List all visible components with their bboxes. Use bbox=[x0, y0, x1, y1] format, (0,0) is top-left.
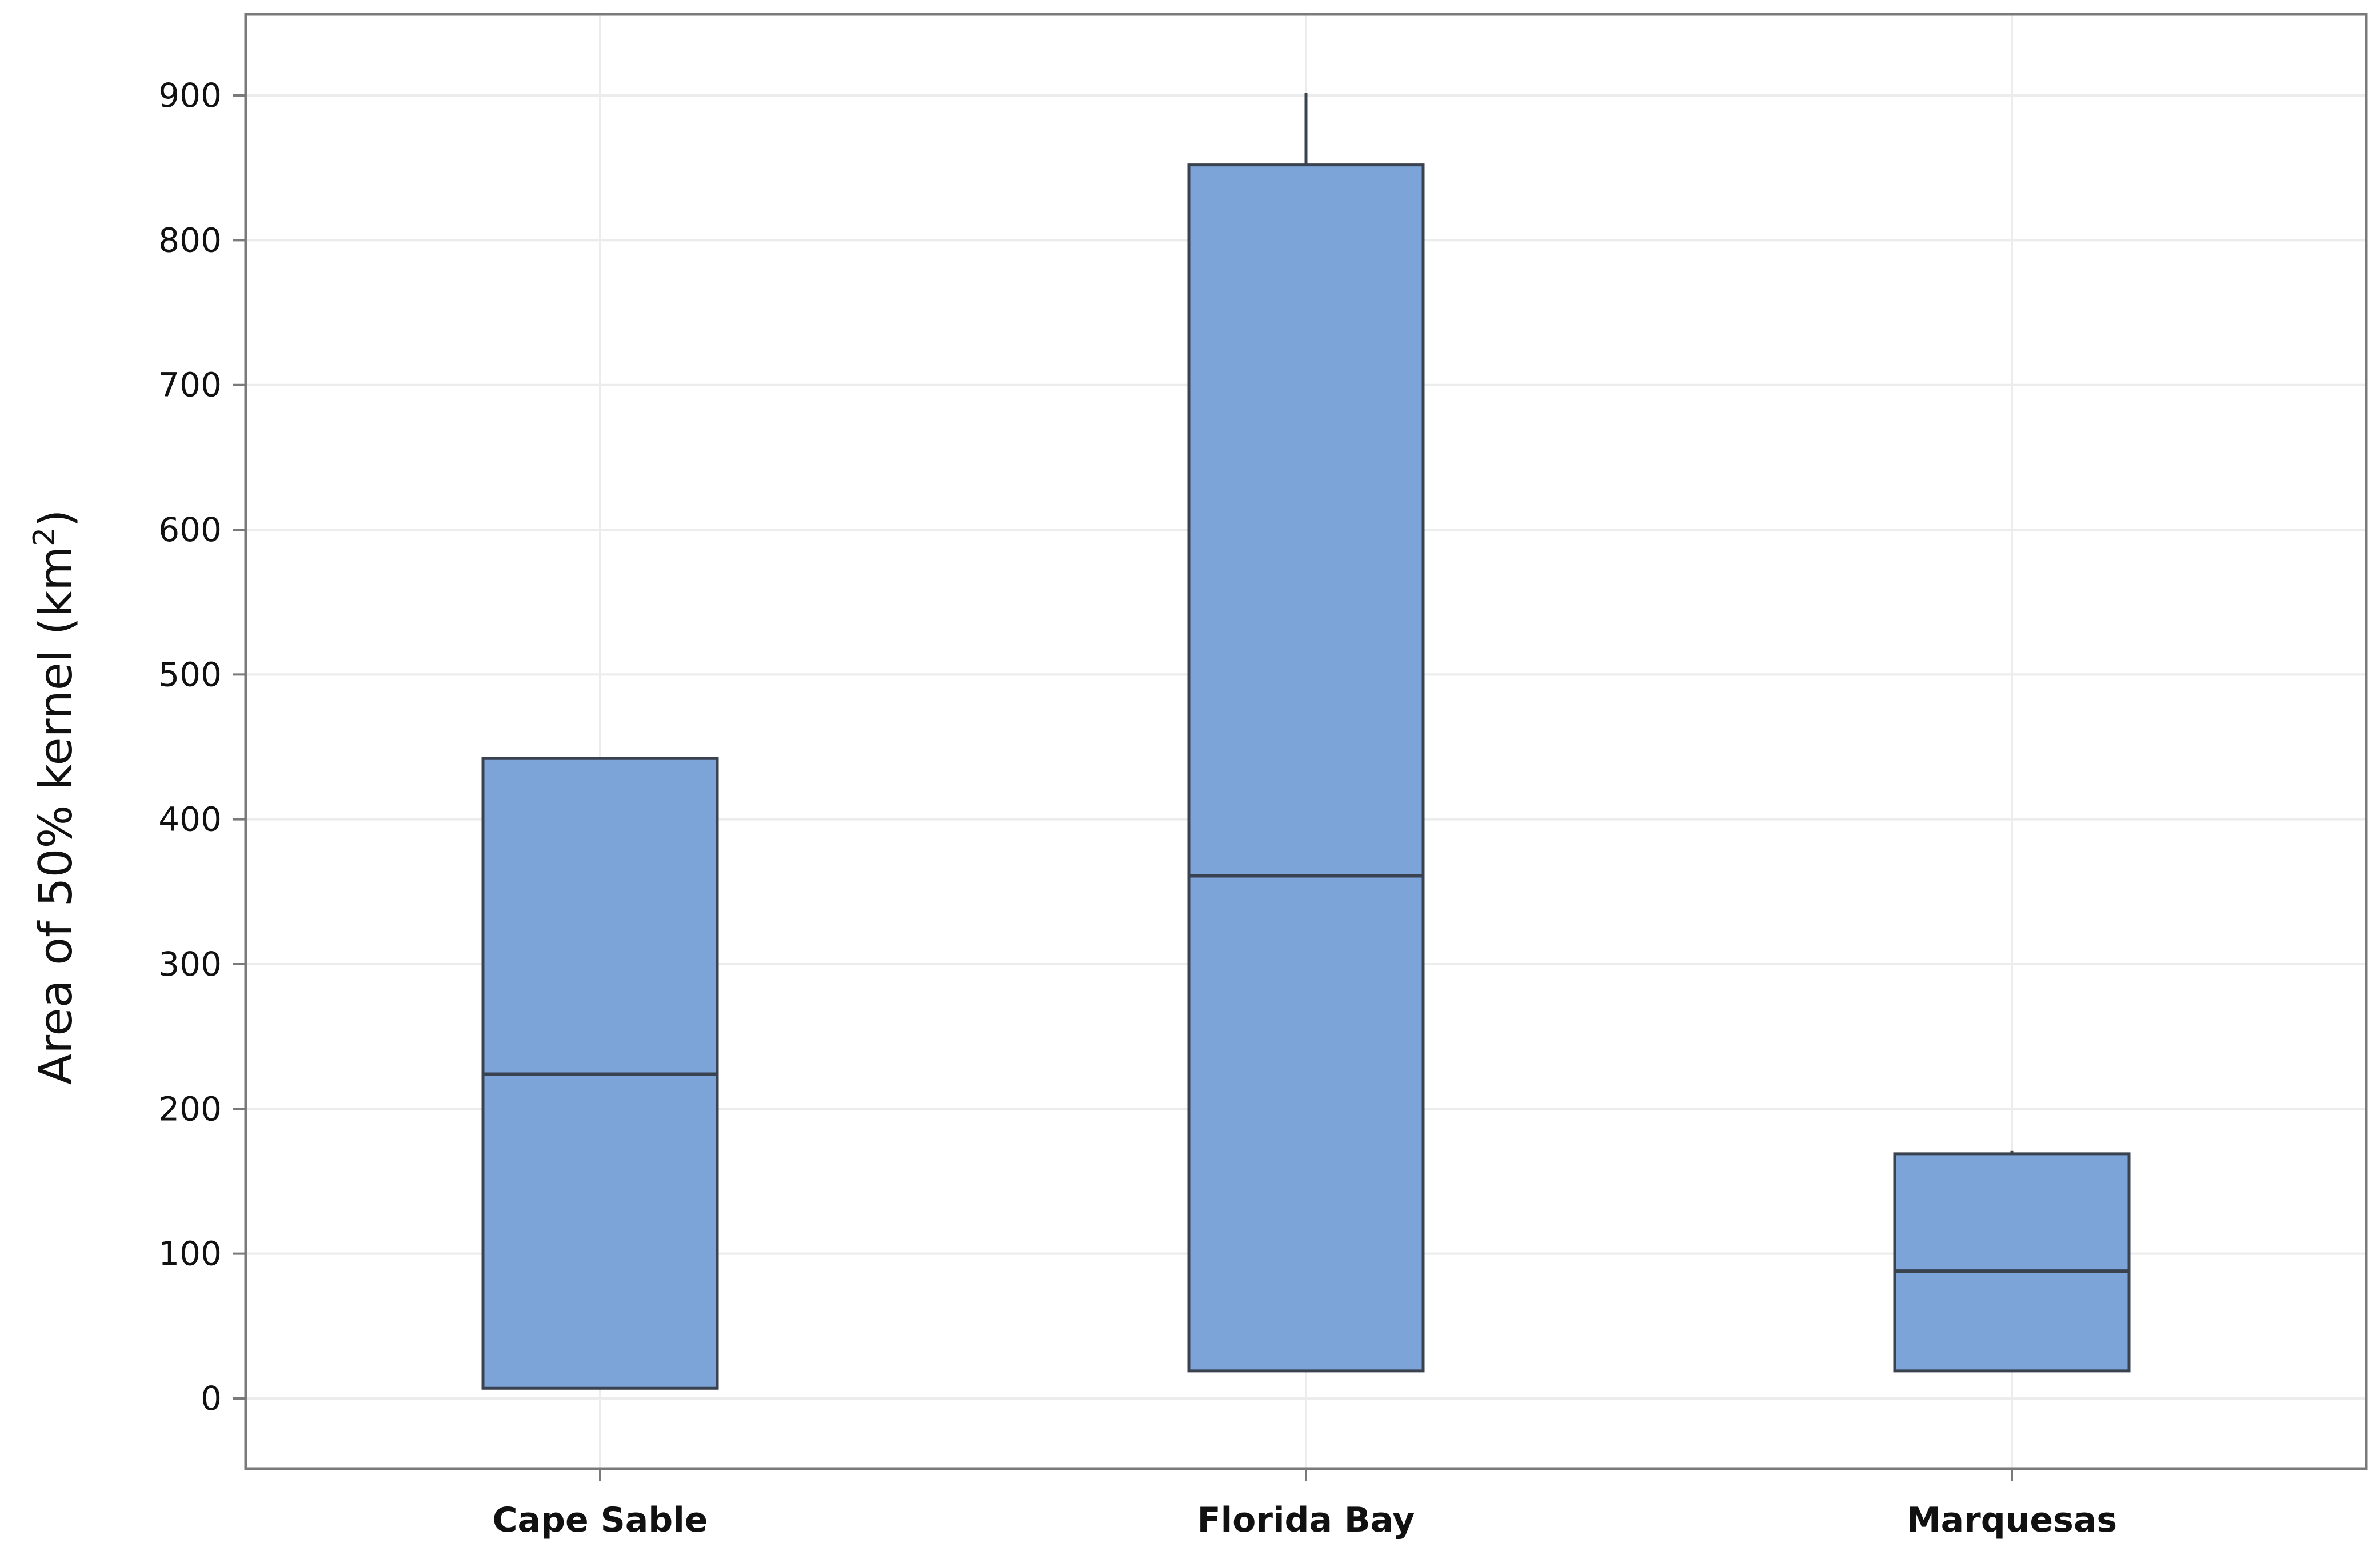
y-tick-label: 700 bbox=[158, 366, 222, 405]
y-tick-label: 900 bbox=[158, 76, 222, 115]
x-axis-ticks: Cape Sable Florida Bay Marquesas bbox=[493, 1469, 2117, 1540]
y-tick-label: 0 bbox=[201, 1379, 222, 1418]
y-tick-label: 800 bbox=[158, 221, 222, 259]
y-tick-label: 400 bbox=[158, 800, 222, 839]
y-axis-ticks: 0 100 200 300 400 500 600 700 800 900 bbox=[158, 76, 246, 1418]
y-axis-title-close: ) bbox=[29, 510, 82, 527]
x-category-label: Cape Sable bbox=[493, 1500, 708, 1540]
box-cape-sable bbox=[481, 757, 719, 1390]
box-florida-bay bbox=[1187, 92, 1425, 1373]
box-iqr bbox=[1893, 1152, 2131, 1373]
y-axis-title: Area of 50% kernel (km2) bbox=[27, 510, 82, 1085]
x-category-label: Florida Bay bbox=[1197, 1500, 1415, 1540]
y-tick-label: 600 bbox=[158, 510, 222, 549]
x-category-label: Marquesas bbox=[1907, 1500, 2117, 1540]
box-marquesas bbox=[1893, 1150, 2131, 1373]
y-tick-label: 100 bbox=[158, 1234, 222, 1273]
y-axis-title-main: Area of 50% kernel (km bbox=[29, 546, 82, 1085]
y-tick-label: 500 bbox=[158, 655, 222, 694]
y-axis-title-superscript: 2 bbox=[27, 527, 62, 546]
y-tick-label: 200 bbox=[158, 1089, 222, 1128]
y-tick-label: 300 bbox=[158, 945, 222, 984]
box-series bbox=[481, 92, 2131, 1390]
box-iqr bbox=[1187, 163, 1425, 1373]
